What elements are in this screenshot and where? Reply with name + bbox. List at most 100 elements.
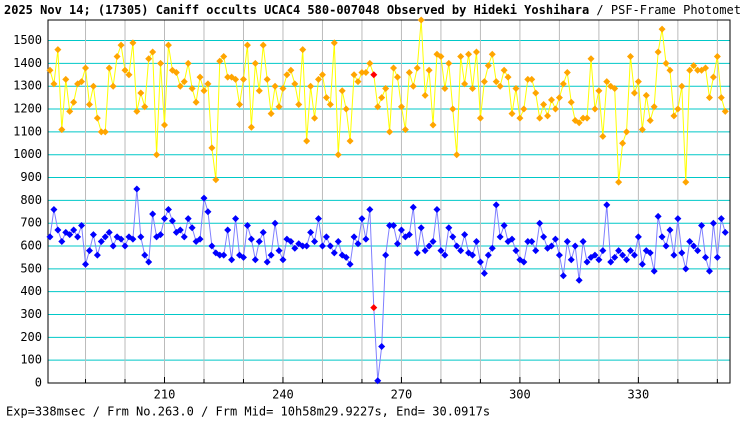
data-point	[437, 247, 445, 255]
data-point	[54, 46, 62, 54]
chart-title-line: 2025 Nov 14; (17305) Caniff occults UCAC…	[4, 3, 740, 17]
y-tick-label: 1000	[13, 147, 42, 161]
data-point	[216, 57, 224, 65]
data-point	[461, 80, 469, 88]
data-point	[504, 73, 512, 81]
data-point	[551, 105, 559, 113]
data-point	[149, 48, 157, 56]
data-point	[595, 87, 603, 95]
data-point	[425, 66, 433, 74]
data-point	[512, 84, 520, 92]
data-point	[555, 94, 563, 102]
data-point	[709, 219, 717, 227]
data-point	[721, 228, 729, 236]
data-point	[89, 231, 97, 239]
data-point	[50, 205, 58, 213]
x-tick-label: 330	[628, 388, 650, 402]
data-point	[366, 59, 374, 67]
y-tick-label: 700	[20, 216, 42, 230]
data-point	[188, 84, 196, 92]
data-point	[232, 75, 240, 83]
data-point	[705, 94, 713, 102]
data-point	[263, 75, 271, 83]
data-point	[449, 105, 457, 113]
data-point	[563, 69, 571, 77]
data-point	[362, 69, 370, 77]
data-point	[145, 55, 153, 63]
data-point	[279, 84, 287, 92]
data-point	[615, 178, 623, 186]
data-point	[247, 235, 255, 243]
data-point	[413, 249, 421, 257]
data-point	[480, 78, 488, 86]
data-point	[405, 231, 413, 239]
data-point	[476, 114, 484, 122]
data-point	[607, 258, 615, 266]
data-point	[208, 242, 216, 250]
data-point	[141, 103, 149, 111]
data-point	[129, 235, 137, 243]
data-point	[255, 237, 263, 245]
data-point	[243, 41, 251, 49]
data-point	[488, 50, 496, 58]
data-point	[469, 84, 477, 92]
data-point	[393, 73, 401, 81]
data-point	[291, 80, 299, 88]
data-point	[70, 226, 78, 234]
data-point	[397, 226, 405, 234]
data-point	[488, 244, 496, 252]
data-point	[536, 114, 544, 122]
data-point	[105, 64, 113, 72]
y-tick-label: 1100	[13, 124, 42, 138]
data-point	[46, 233, 54, 241]
data-point	[121, 66, 129, 74]
data-point	[646, 116, 654, 124]
data-point	[239, 253, 247, 261]
data-point	[255, 87, 263, 95]
data-point	[228, 256, 236, 264]
data-point	[66, 231, 74, 239]
data-point	[678, 82, 686, 90]
data-point	[386, 128, 394, 136]
data-point	[686, 237, 694, 245]
data-point	[113, 53, 121, 61]
data-point	[603, 78, 611, 86]
data-point	[299, 46, 307, 54]
data-point	[342, 105, 350, 113]
data-point	[243, 221, 251, 229]
data-point	[358, 69, 366, 77]
data-point	[698, 221, 706, 229]
data-point	[520, 258, 528, 266]
chart-subtitle: / PSF-Frame Photometry /	[589, 3, 740, 17]
data-point	[149, 210, 157, 218]
data-point	[180, 78, 188, 86]
data-point	[133, 107, 141, 115]
y-tick-label: 1300	[13, 79, 42, 93]
data-point	[370, 71, 378, 79]
data-point	[366, 205, 374, 213]
data-point	[401, 126, 409, 134]
data-point	[555, 251, 563, 259]
data-point	[117, 235, 125, 243]
data-point	[287, 237, 295, 245]
data-point	[315, 75, 323, 83]
data-point	[236, 100, 244, 108]
data-point	[204, 208, 212, 216]
data-point	[690, 62, 698, 70]
data-point	[563, 237, 571, 245]
data-point	[405, 69, 413, 77]
y-tick-label: 300	[20, 307, 42, 321]
data-point	[251, 256, 259, 264]
data-point	[465, 50, 473, 58]
data-point	[619, 251, 627, 259]
data-point	[702, 253, 710, 261]
data-point	[642, 91, 650, 99]
data-point	[520, 105, 528, 113]
data-point	[157, 231, 165, 239]
data-point	[315, 215, 323, 223]
data-point	[472, 237, 480, 245]
data-point	[713, 53, 721, 61]
data-point	[441, 251, 449, 259]
data-point	[338, 87, 346, 95]
data-point	[654, 48, 662, 56]
